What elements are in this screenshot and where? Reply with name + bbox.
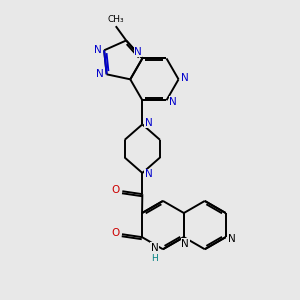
Text: N: N — [181, 73, 189, 83]
Text: N: N — [94, 45, 101, 55]
Text: N: N — [96, 69, 104, 79]
Text: N: N — [151, 243, 159, 253]
Text: N: N — [169, 97, 177, 107]
Text: H: H — [151, 254, 158, 262]
Text: N: N — [182, 238, 189, 249]
Text: O: O — [112, 185, 120, 195]
Text: CH₃: CH₃ — [107, 15, 124, 24]
Text: O: O — [111, 228, 120, 238]
Text: N: N — [134, 47, 142, 57]
Text: N: N — [145, 169, 153, 179]
Text: N: N — [228, 234, 236, 244]
Text: N: N — [145, 118, 153, 128]
